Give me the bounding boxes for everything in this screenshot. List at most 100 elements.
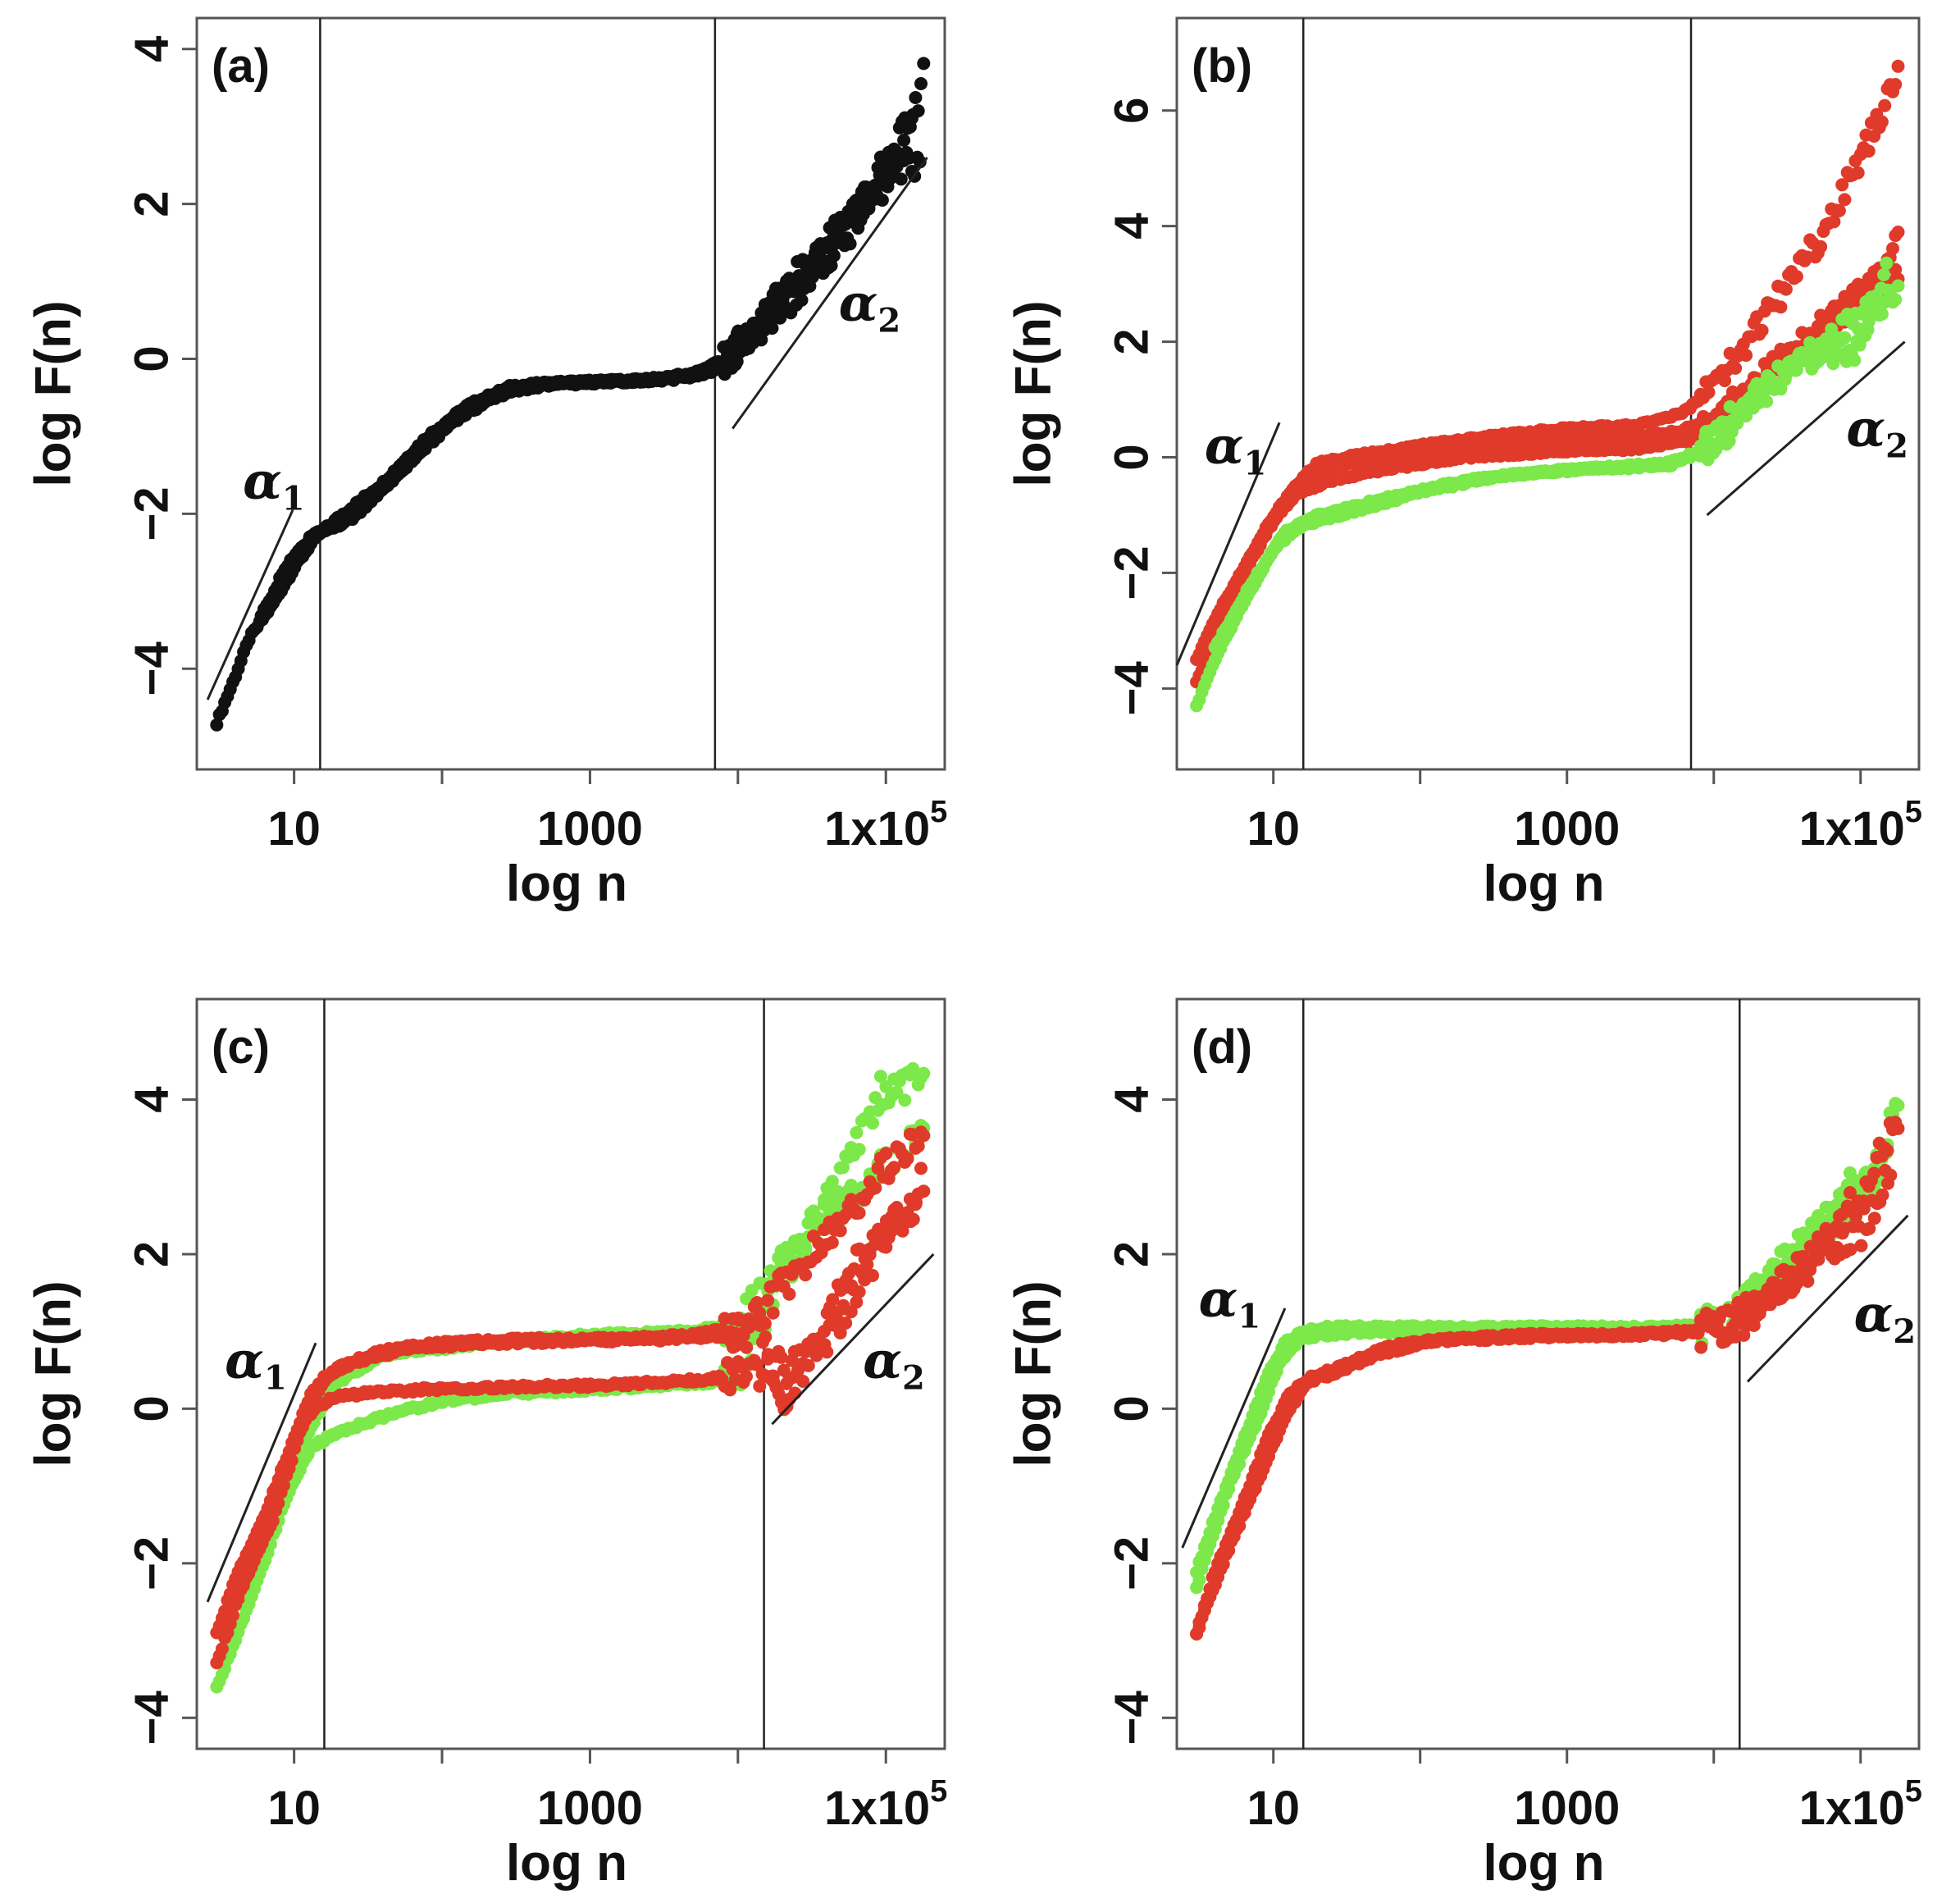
data-point	[730, 354, 744, 368]
data-point	[917, 57, 931, 71]
slope-line-alpha1	[206, 1342, 317, 1603]
data-point	[1718, 374, 1732, 387]
data-point	[753, 1318, 767, 1332]
data-point	[723, 1383, 737, 1397]
data-point	[799, 1268, 813, 1282]
data-point	[1862, 144, 1876, 158]
y-tick-label: 4	[1105, 213, 1159, 240]
data-point	[1891, 279, 1905, 293]
data-point	[905, 112, 918, 125]
data-point	[1874, 281, 1888, 295]
data-point	[1795, 1249, 1809, 1263]
data-point	[914, 77, 928, 90]
data-point	[1891, 1121, 1905, 1135]
y-axis-title: log F(n)	[25, 300, 82, 486]
data-point	[761, 1348, 775, 1362]
data-point	[1875, 115, 1889, 129]
data-point	[833, 1326, 847, 1339]
series-green	[1190, 256, 1905, 713]
data-point	[1867, 1166, 1881, 1180]
data-point	[1862, 275, 1876, 288]
x-tick-label-exponent: 5	[930, 1774, 947, 1809]
data-point	[811, 248, 825, 262]
data-point	[1702, 386, 1716, 399]
slope-label-subscript: 1	[1238, 1297, 1260, 1335]
data-point	[1724, 1304, 1737, 1318]
data-point	[1755, 323, 1769, 337]
data-point	[271, 1496, 285, 1510]
y-tick-label: −2	[1105, 1536, 1159, 1590]
data-point	[856, 208, 870, 221]
data-point	[1814, 240, 1828, 253]
y-tick-label: 2	[1105, 328, 1159, 354]
data-point	[873, 1070, 887, 1084]
data-point	[717, 340, 731, 354]
data-point	[1889, 293, 1903, 307]
panel-label: (d)	[1192, 1020, 1252, 1074]
x-tick-label-base: 1x10	[824, 802, 930, 856]
data-point	[1789, 270, 1803, 284]
data-point	[898, 1093, 912, 1107]
data-point	[759, 1330, 773, 1344]
data-point	[866, 1269, 879, 1282]
data-point	[750, 1358, 764, 1371]
y-tick-label: −4	[125, 1691, 179, 1745]
y-axis-title: log F(n)	[1005, 300, 1062, 486]
plot-frame	[195, 997, 946, 1750]
slope-label-subscript: 1	[282, 479, 305, 518]
data-point	[799, 1241, 813, 1255]
series-red	[1190, 1116, 1905, 1641]
series-red	[210, 1125, 931, 1670]
data-point	[1192, 1573, 1206, 1587]
data-point	[210, 718, 224, 732]
data-point	[1835, 178, 1849, 192]
x-tick-label: 1x105	[824, 795, 947, 856]
data-point	[1192, 1621, 1206, 1635]
data-point	[795, 293, 809, 307]
data-point	[1718, 1335, 1732, 1349]
slope-label-alpha1: α1	[243, 450, 305, 518]
x-tick-label: 1000	[1514, 802, 1620, 856]
data-point	[909, 1196, 923, 1210]
series-green	[1190, 1097, 1905, 1595]
x-tick-label: 10	[1247, 802, 1300, 856]
data-point	[852, 1143, 866, 1157]
x-axis-title: log n	[506, 1835, 627, 1892]
x-axis-title: log n	[1483, 856, 1604, 912]
data-point	[917, 1184, 931, 1198]
x-tick-label: 10	[267, 802, 321, 856]
y-tick-label: 2	[125, 191, 179, 217]
data-point	[1835, 1226, 1849, 1240]
data-point	[911, 1139, 925, 1153]
data-point	[1891, 226, 1905, 239]
data-point	[266, 1514, 280, 1528]
data-point	[1848, 354, 1862, 367]
data-point	[1692, 1324, 1705, 1338]
data-point	[864, 1242, 877, 1256]
data-point	[1801, 1275, 1815, 1288]
data-point	[887, 1161, 901, 1175]
x-tick-label-base: 1x10	[824, 1782, 930, 1835]
data-point	[906, 1212, 920, 1226]
data-point	[1843, 1186, 1857, 1199]
data-point	[761, 1294, 775, 1307]
data-point	[896, 1224, 909, 1238]
data-point	[844, 1179, 858, 1192]
data-point	[753, 1379, 767, 1393]
slope-label-subscript: 2	[1893, 1312, 1916, 1351]
data-point	[849, 194, 863, 208]
data-point	[834, 1284, 848, 1297]
scatter-points	[210, 1061, 931, 1694]
data-point	[879, 1147, 893, 1161]
data-point	[824, 243, 838, 257]
data-point	[1891, 1098, 1905, 1112]
data-point	[1831, 331, 1845, 345]
y-tick-label: −2	[125, 1536, 179, 1590]
data-point	[1891, 59, 1905, 73]
data-point	[757, 324, 771, 337]
data-point	[897, 134, 911, 147]
data-point	[913, 155, 927, 169]
y-tick-label: 0	[125, 345, 179, 372]
data-point	[1884, 1168, 1898, 1182]
data-point	[226, 1609, 239, 1622]
